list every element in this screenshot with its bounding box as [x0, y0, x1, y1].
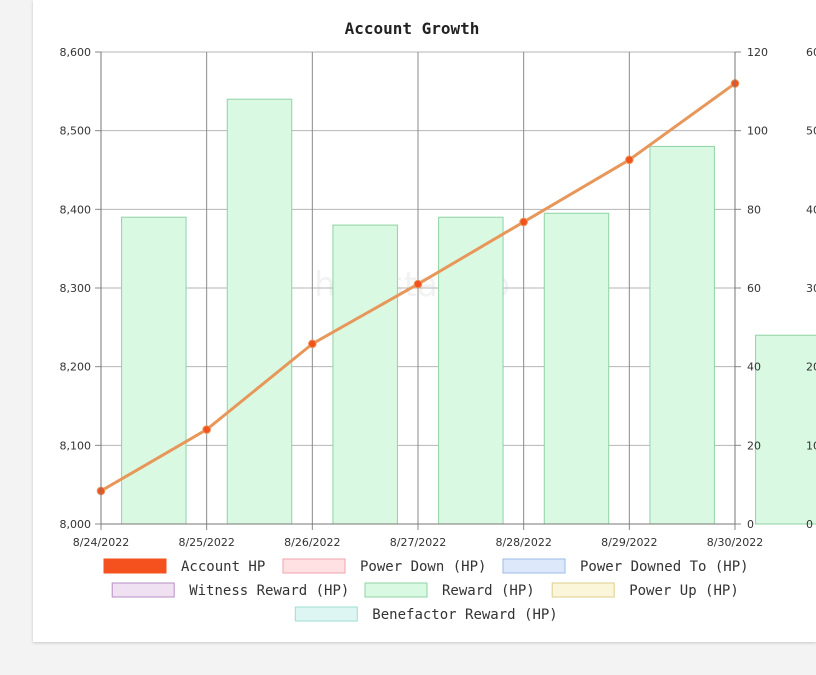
legend-label: Power Down (HP) [360, 559, 486, 575]
reward-bar [755, 334, 816, 525]
x-tick-label: 8/26/2022 [284, 536, 340, 549]
legend-label: Power Downed To (HP) [580, 559, 749, 575]
account-hp-point [413, 279, 423, 289]
x-tick-label: 8/30/2022 [707, 536, 763, 549]
y-right2-tick-label: 30 [806, 282, 816, 295]
legend-swatch [282, 558, 346, 574]
chart-title: Account Growth [345, 19, 480, 38]
y-right-tick-label: 100 [747, 125, 768, 138]
legend-swatch [551, 582, 615, 598]
y-right-tick-label: 80 [747, 203, 761, 216]
y-left-tick-label: 8,300 [60, 282, 92, 295]
legend-swatch [294, 606, 358, 622]
y-left-tick-label: 8,400 [60, 203, 92, 216]
y-left-tick-label: 8,000 [60, 518, 92, 531]
y-right2-tick-label: 0 [806, 518, 813, 531]
account-hp-point [519, 217, 528, 227]
legend-label: Witness Reward (HP) [189, 583, 349, 599]
reward-bar [543, 212, 610, 525]
reward-bar [438, 216, 504, 525]
reward-bar [332, 224, 398, 525]
y-right-tick-label: 0 [747, 518, 754, 531]
y-right2-tick-label: 10 [806, 439, 816, 452]
legend-label: Reward (HP) [442, 583, 535, 599]
y-left-tick-label: 8,100 [60, 439, 92, 452]
legend-label: Account HP [181, 559, 265, 575]
x-tick-label: 8/28/2022 [495, 536, 551, 549]
account-hp-point [625, 155, 634, 165]
x-tick-label: 8/25/2022 [178, 536, 234, 549]
legend-swatch [364, 582, 428, 598]
legend-swatch [111, 582, 175, 598]
x-tick-label: 8/27/2022 [390, 536, 446, 549]
y-left-tick-label: 8,500 [60, 125, 92, 138]
y-left-tick-label: 8,200 [60, 361, 92, 374]
y-right-tick-label: 40 [747, 361, 761, 374]
account-hp-point [308, 339, 317, 349]
reward-bar [649, 145, 715, 525]
x-tick-label: 8/29/2022 [601, 536, 657, 549]
legend-label: Power Up (HP) [629, 583, 739, 599]
y-right2-tick-label: 40 [806, 203, 816, 216]
x-tick-label: 8/24/2022 [73, 536, 129, 549]
y-right-tick-label: 60 [747, 282, 761, 295]
account-hp-point [202, 425, 211, 434]
y-right2-tick-label: 20 [806, 361, 816, 374]
legend-swatch [502, 558, 566, 574]
legend-label: Benefactor Reward (HP) [372, 607, 557, 623]
reward-bar [226, 98, 293, 525]
y-right-tick-label: 20 [747, 439, 761, 452]
legend-swatch [103, 558, 167, 574]
reward-bar [121, 216, 187, 525]
y-left-tick-label: 8,600 [60, 46, 92, 59]
y-right2-tick-label: 60 [806, 46, 816, 59]
y-right-tick-label: 120 [747, 46, 768, 59]
y-right2-tick-label: 50 [806, 125, 816, 138]
